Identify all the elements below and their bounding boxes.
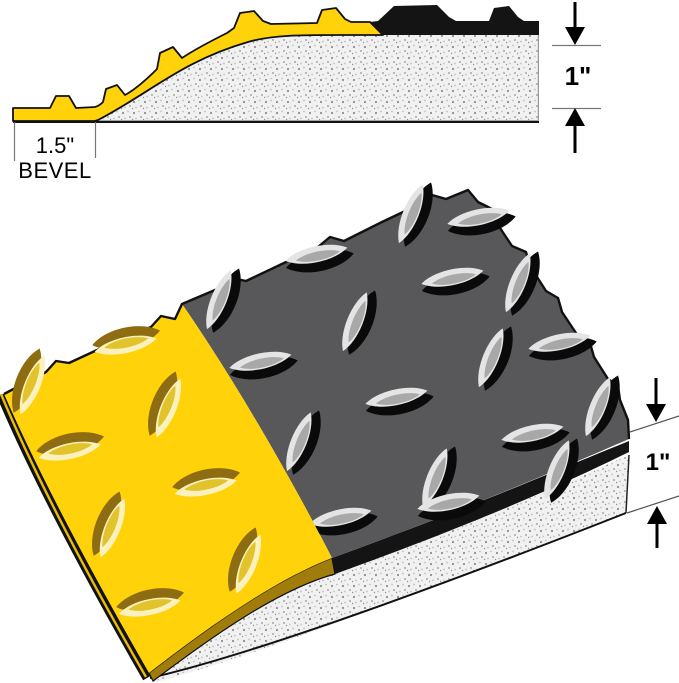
thickness-top-label: 1" [565,61,592,91]
thickness-dimension-3d: 1" [626,378,679,548]
thickness-dimension-top: 1" [552,2,601,153]
cross-section-black-skin [370,5,539,35]
mat-surface-yellow [4,304,332,673]
foam-front-face [151,455,629,683]
bevel-caption-label: BEVEL [18,158,91,183]
mat-left-edge-stripe [0,393,148,678]
foam-right-edge [625,454,630,514]
foam-bottom-edge [149,512,627,679]
yellow-skin-front-edge [148,557,336,682]
dim-line-upper-3d [629,415,679,433]
cross-section-foam [97,34,538,120]
dim-line-lower-3d [626,495,679,514]
bevel-width-label: 1.5" [36,133,74,158]
perspective-view: 1" [0,176,679,683]
arrow-down-icon [565,27,585,45]
arrow-down-icon-3d [646,404,666,422]
thickness-3d-label: 1" [646,449,671,476]
cross-section-view: 1.5" BEVEL 1" [12,2,601,183]
arrow-up-icon-3d [647,506,667,524]
bevel-dimension: 1.5" BEVEL [13,122,97,183]
arrow-up-icon [565,108,585,126]
cross-section-yellow-skin [12,7,384,122]
